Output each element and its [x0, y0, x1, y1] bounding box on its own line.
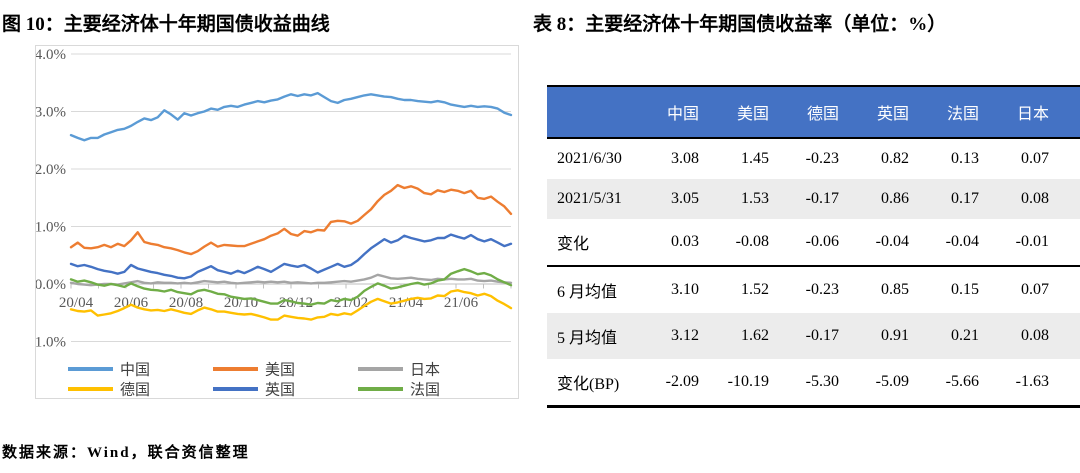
cell-value: 3.10: [671, 281, 699, 298]
row-label: 5 月均值: [547, 313, 639, 359]
cell-value: -5.09: [849, 359, 919, 408]
cell-value: 0.15: [951, 281, 979, 298]
cell-value: -0.01: [989, 219, 1080, 267]
legend-label-us: 美国: [265, 362, 295, 379]
header-cell: 中国: [639, 85, 709, 139]
figure-title: 图 10：主要经济体十年期国债收益曲线: [2, 14, 330, 35]
row-label: 6 月均值: [557, 284, 618, 301]
x-axis-tick-label: 21/02: [334, 295, 368, 311]
header-cell: 日本: [989, 85, 1080, 139]
table-row: 2021/5/31 3.05 1.53 -0.17 0.86 0.17 0.08: [547, 179, 1080, 219]
cell-value: -0.06: [779, 219, 849, 267]
y-axis-tick-label: 1.0%: [36, 220, 66, 236]
cell-value: 1.52: [741, 281, 769, 298]
cell-value: 0.86: [849, 179, 919, 219]
cell-value: 3.08: [671, 150, 699, 167]
cell-value: 0.85: [881, 281, 909, 298]
cell-value: 1.62: [709, 313, 779, 359]
table-title: 表 8：主要经济体十年期国债收益率（单位：%）: [533, 14, 947, 35]
cell-value: -0.08: [709, 219, 779, 267]
legend-label-germany: 德国: [120, 381, 150, 399]
cell-value: 0.07: [1021, 150, 1049, 167]
header-cell: 法国: [919, 85, 989, 139]
y-axis-tick-label: 0.0%: [36, 277, 66, 293]
legend-label-china: 中国: [120, 362, 150, 379]
row-label: 2021/6/30: [557, 150, 622, 167]
bond-yield-table: 中国 美国 德国 英国 法国 日本 2021/6/30 3.08 1.45 -0.23 0.82 0…: [547, 85, 1080, 408]
series-line-japan: [69, 273, 513, 287]
table-row: 2021/6/30 3.08 1.45 -0.23 0.82 0.13 0.07: [547, 138, 1080, 179]
cell-value: 0.91: [849, 313, 919, 359]
cell-value: -0.23: [805, 281, 839, 298]
cell-value: -5.30: [779, 359, 849, 408]
cell-value: -0.04: [849, 219, 919, 267]
header-cell: 德国: [779, 85, 849, 139]
series-line-france: [69, 267, 513, 306]
y-axis-tick-label: -1.0%: [36, 335, 66, 351]
series-line-china: [69, 91, 513, 142]
table-row: 5 月均值 3.12 1.62 -0.17 0.91 0.21 0.08: [547, 313, 1080, 359]
series-line-uk: [69, 233, 513, 280]
x-axis-tick-label: 20/08: [169, 295, 203, 311]
cell-value: 0.08: [989, 179, 1080, 219]
legend-label-japan: 日本: [410, 362, 440, 379]
row-label: 变化(BP): [547, 359, 639, 408]
row-label: 2021/5/31: [547, 179, 639, 219]
bond-yield-line-chart: 4.0%3.0%2.0%1.0%0.0%-1.0%20/0420/0620/08…: [35, 45, 519, 399]
cell-value: -1.63: [989, 359, 1080, 408]
cell-value: 0.07: [1021, 281, 1049, 298]
table-row: 变化(BP) -2.09 -10.19 -5.30 -5.09 -5.66 -1.63: [547, 359, 1080, 408]
header-cell: 英国: [849, 85, 919, 139]
cell-value: -0.17: [779, 179, 849, 219]
table-row: 6 月均值 3.10 1.52 -0.23 0.85 0.15 0.07: [547, 266, 1080, 313]
cell-value: -2.09: [639, 359, 709, 408]
data-source-note: 数据来源：Wind，联合资信整理: [2, 445, 250, 461]
legend-label-uk: 英国: [265, 381, 295, 399]
cell-value: -0.17: [779, 313, 849, 359]
line-chart-canvas: 4.0%3.0%2.0%1.0%0.0%-1.0%20/0420/0620/08…: [36, 47, 513, 399]
y-axis-tick-label: 3.0%: [36, 105, 66, 121]
y-axis-tick-label: 4.0%: [36, 47, 66, 63]
cell-value: 0.82: [881, 150, 909, 167]
header-corner-cell: [547, 85, 639, 139]
legend-label-france: 法国: [410, 382, 440, 399]
y-axis-tick-label: 2.0%: [36, 162, 66, 178]
cell-value: 0.08: [989, 313, 1080, 359]
row-label: 变化: [547, 219, 639, 267]
series-line-us: [69, 183, 513, 256]
cell-value: 1.45: [741, 150, 769, 167]
table-header: 中国 美国 德国 英国 法国 日本: [547, 85, 1080, 139]
cell-value: -5.66: [919, 359, 989, 408]
cell-value: 1.53: [709, 179, 779, 219]
cell-value: -10.19: [709, 359, 779, 408]
cell-value: -0.23: [805, 150, 839, 167]
header-cell: 美国: [709, 85, 779, 139]
x-axis-tick-label: 21/06: [444, 295, 479, 311]
series-line-germany: [69, 289, 513, 321]
table-row: 变化 0.03 -0.08 -0.06 -0.04 -0.04 -0.01: [547, 219, 1080, 267]
cell-value: 3.05: [639, 179, 709, 219]
cell-value: -0.04: [919, 219, 989, 267]
cell-value: 0.13: [951, 150, 979, 167]
cell-value: 0.21: [919, 313, 989, 359]
cell-value: 3.12: [639, 313, 709, 359]
x-axis-tick-label: 20/04: [59, 295, 94, 311]
cell-value: 0.17: [919, 179, 989, 219]
cell-value: 0.03: [639, 219, 709, 267]
table-header-row: 中国 美国 德国 英国 法国 日本: [547, 85, 1080, 139]
table-body: 2021/6/30 3.08 1.45 -0.23 0.82 0.13 0.07 2021/5…: [547, 138, 1080, 408]
